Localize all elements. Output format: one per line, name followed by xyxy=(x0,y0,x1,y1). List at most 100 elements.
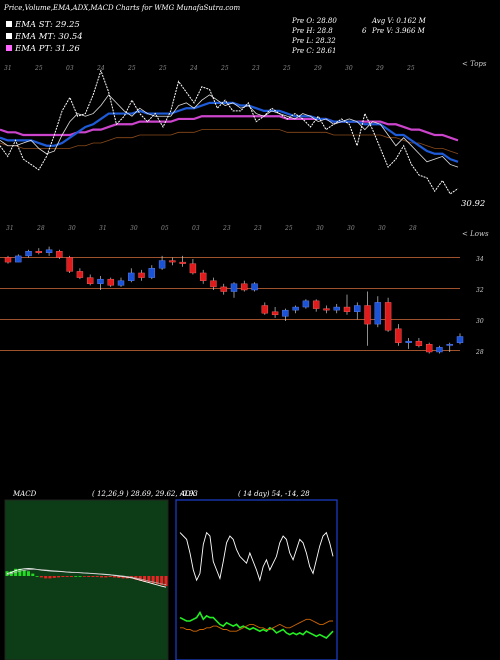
macd-histogram-bar xyxy=(57,576,61,578)
ema-top-date-label: 25 xyxy=(34,65,43,72)
ema-aux-line xyxy=(0,129,459,155)
macd-histogram-bar xyxy=(74,576,78,577)
candle-body xyxy=(230,283,238,292)
candle-body xyxy=(333,306,340,311)
ema-bottom-date-label: 31 xyxy=(99,225,107,232)
ema-top-date-label: 29 xyxy=(313,65,322,72)
ema-top-date-label: 25 xyxy=(127,65,136,72)
candle-body xyxy=(179,261,186,264)
macd-histogram-bar xyxy=(143,576,147,582)
adx-panel-bg xyxy=(175,499,338,660)
candle-body xyxy=(15,255,22,263)
candle-body xyxy=(364,305,371,325)
candle-body xyxy=(138,272,145,278)
stat-avg-volume: Avg V: 0.162 M xyxy=(372,17,426,25)
price-y-tick-label: 30 xyxy=(476,318,484,325)
ema-bottom-date-label: 31 xyxy=(6,225,14,232)
ema-top-date-label: 25 xyxy=(158,65,167,72)
adx-title: ADX xyxy=(180,490,196,498)
macd-histogram-bar xyxy=(82,576,86,577)
candle-body xyxy=(45,249,53,253)
ema-bottom-date-label: 25 xyxy=(284,225,293,232)
ema-top-date-label: 25 xyxy=(282,65,291,72)
macd-histogram-bar xyxy=(87,576,91,577)
ema-bottom-date-label: 30 xyxy=(316,225,324,232)
macd-histogram-bar xyxy=(91,576,95,577)
stat-open: Pre O: 28.80 xyxy=(292,17,337,25)
macd-histogram-bar xyxy=(78,576,82,577)
candle-body xyxy=(436,347,443,353)
stat-volume-prefix: 6 xyxy=(362,27,367,35)
stat-low: Pre L: 28.32 xyxy=(292,37,336,45)
candle-body xyxy=(343,306,351,312)
ema-bottom-date-label: 30 xyxy=(378,225,386,232)
macd-histogram-bar xyxy=(48,576,52,579)
candle-body xyxy=(56,251,63,258)
ema-top-date-label: 03 xyxy=(66,65,74,72)
macd-histogram-bar xyxy=(65,576,69,577)
adx-params: ( 14 day) 54, -14, 28 xyxy=(238,490,310,498)
macd-histogram-bar xyxy=(112,576,116,578)
macd-histogram-bar xyxy=(31,573,35,576)
legend-swatch-ema-st xyxy=(6,21,12,27)
candle-body xyxy=(199,272,207,281)
ema-bottom-date-label: 23 xyxy=(222,225,231,232)
macd-histogram-bar xyxy=(104,576,108,578)
candle-body xyxy=(251,283,258,291)
macd-histogram-bar xyxy=(18,568,22,576)
legend-ema-pt: EMA PT: 31.26 xyxy=(6,44,80,54)
ema-bottom-date-label: 30 xyxy=(130,225,138,232)
ema-top-date-label: 24 xyxy=(96,65,105,72)
macd-histogram-bar xyxy=(121,576,125,579)
candle-body xyxy=(66,257,73,272)
candle-body xyxy=(117,280,125,286)
candle-body xyxy=(292,306,299,311)
stat-high: Pre H: 28.8 xyxy=(292,27,333,35)
macd-histogram-bar xyxy=(147,576,151,583)
legend-ema-st: EMA ST: 29.25 xyxy=(6,20,80,30)
ema-right-label: < Lows xyxy=(462,230,489,238)
macd-title: MACD xyxy=(13,490,37,498)
ema-top-date-label: 25 xyxy=(220,65,229,72)
candle-body xyxy=(395,328,402,343)
candle-body xyxy=(271,311,279,316)
candle-body xyxy=(241,283,248,291)
price-line xyxy=(0,69,459,195)
ema-top-date-label: 29 xyxy=(375,65,384,72)
ema-top-date-label: 24 xyxy=(189,65,198,72)
price-y-tick-label: 32 xyxy=(476,287,484,294)
ema-top-date-label: 31 xyxy=(4,65,12,72)
legend-swatch-ema-pt xyxy=(6,45,12,51)
macd-params: ( 12,26,9 ) 28.69, 29.62, -0.93 xyxy=(92,490,198,498)
candle-body xyxy=(425,344,433,353)
macd-signal-line xyxy=(6,569,167,585)
ema-bottom-date-label: 28 xyxy=(408,225,417,232)
candle-body xyxy=(189,263,197,274)
candle-body xyxy=(35,251,43,253)
macd-histogram-bar xyxy=(26,571,30,576)
top-right-label: < Tops xyxy=(462,60,487,68)
candle-body xyxy=(261,305,269,314)
stat-close: Pre C: 28.61 xyxy=(292,47,337,55)
macd-histogram-bar xyxy=(95,576,99,577)
adx-line xyxy=(179,531,334,582)
candle-body xyxy=(76,271,84,278)
macd-histogram-bar xyxy=(155,576,159,585)
macd-histogram-bar xyxy=(160,576,164,586)
candle-body xyxy=(97,278,104,284)
ema-short-line xyxy=(0,94,459,168)
candle-body xyxy=(456,336,464,343)
legend-swatch-ema-mt xyxy=(6,33,12,39)
candle-body xyxy=(220,286,227,292)
candle-body xyxy=(415,340,423,346)
macd-histogram-bar xyxy=(100,576,104,578)
macd-histogram-bar xyxy=(35,576,39,577)
candle-body xyxy=(446,344,453,346)
stat-volume: Pre V: 3.966 M xyxy=(372,27,425,35)
candle-body xyxy=(169,260,176,263)
ema-bottom-date-label: 28 xyxy=(36,225,45,232)
macd-histogram-bar xyxy=(108,576,112,577)
candle-body xyxy=(4,257,12,263)
ema-top-date-label: 30 xyxy=(345,65,353,72)
macd-histogram-bar xyxy=(151,576,155,584)
